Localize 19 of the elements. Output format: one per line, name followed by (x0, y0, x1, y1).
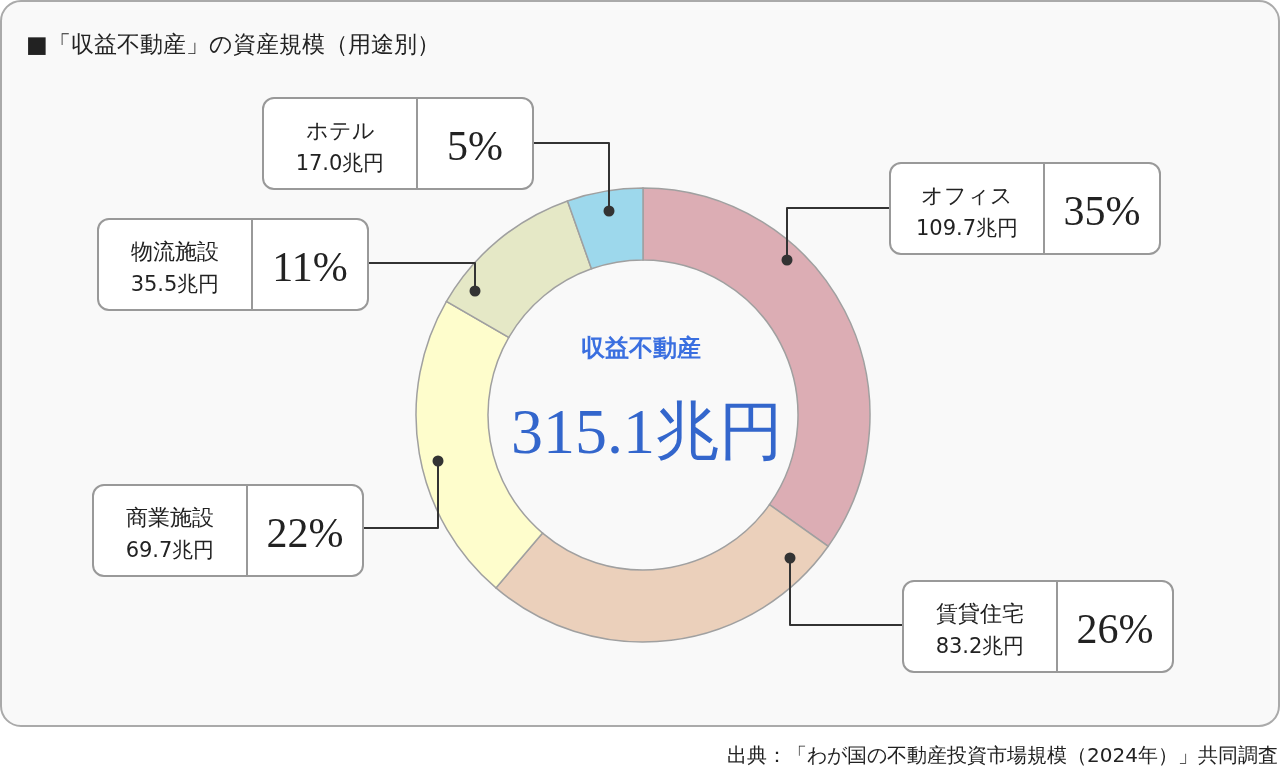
slice-label: オフィス (921, 183, 1013, 208)
text: 5% (447, 123, 503, 169)
text: 収益不動産 (581, 334, 701, 362)
text: 26% (1076, 606, 1154, 652)
data-label: 83.2兆円 (935, 634, 1025, 658)
chart-title: ■「収益不動産」の資産規模（用途別） (26, 31, 440, 57)
slice-label: 商業施設 (126, 505, 214, 530)
data-label: 35.5兆円 (130, 272, 220, 296)
data-label: 109.7兆円 (915, 216, 1019, 240)
text: 11% (272, 244, 348, 290)
source-note: 出典：「わが国の不動産投資市場規模（2024年）」共同調査 (727, 743, 1278, 767)
slice-label: 賃貸住宅 (936, 601, 1024, 626)
text: 35% (1063, 188, 1141, 234)
data-label: 69.7兆円 (125, 538, 215, 562)
data-label: 17.0兆円 (295, 151, 385, 175)
text: 315.1兆円 (511, 396, 783, 467)
slice-label: 物流施設 (131, 239, 219, 264)
text: 22% (266, 510, 344, 556)
slice-label: ホテル (305, 118, 375, 143)
